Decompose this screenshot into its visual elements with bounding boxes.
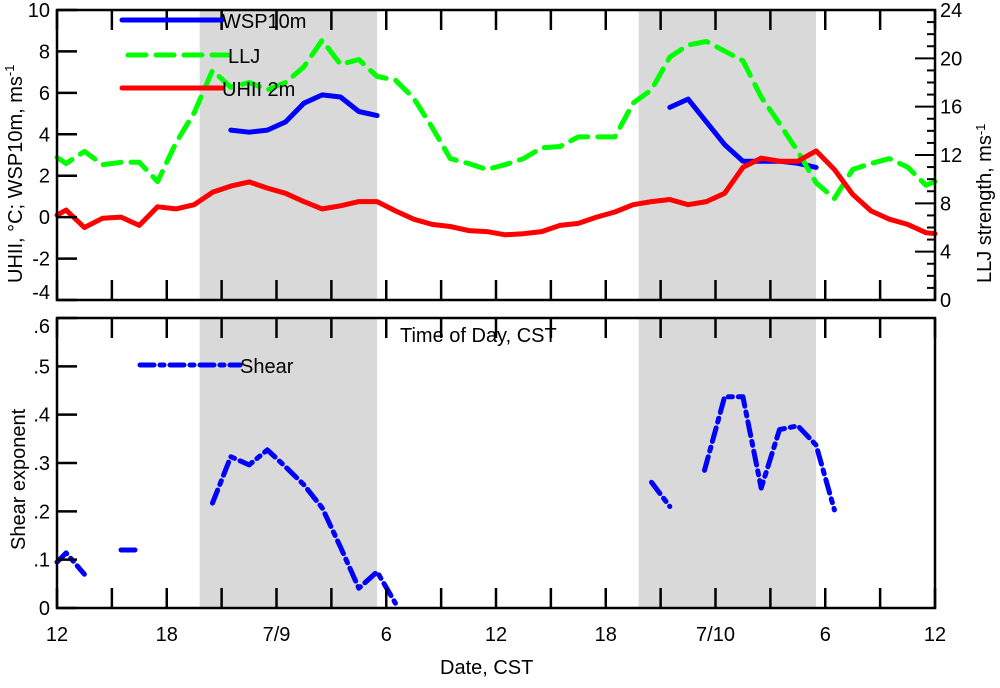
x-tick-label: 12 (485, 624, 507, 646)
x-tick-label: 7/9 (263, 624, 291, 646)
x-tick-label: 7/10 (696, 624, 735, 646)
y-tick-label: .4 (33, 405, 50, 427)
y-tick-label: .6 (33, 316, 50, 338)
x-tick-label: 18 (156, 624, 178, 646)
time-of-day-label: Time of Day, CST (400, 325, 557, 347)
bottom-y-axis-label: Shear exponent (8, 408, 30, 550)
y2-tick-label: 0 (940, 290, 951, 312)
legend-label-llj: LLJ (228, 46, 260, 68)
y-tick-label: .5 (33, 356, 50, 378)
y2-tick-label: 16 (940, 97, 962, 119)
y-tick-label: .1 (33, 550, 50, 572)
top-y2-axis-label: LLJ strength, ms-1 (973, 124, 996, 283)
x-tick-label: 18 (595, 624, 617, 646)
y-tick-label: 4 (39, 124, 50, 146)
series-line-shear (54, 550, 87, 577)
y-tick-label: 0 (39, 598, 50, 620)
y2-tick-label: 12 (940, 145, 962, 167)
y-tick-label: .2 (33, 501, 50, 523)
x-axis-label: Date, CST (440, 657, 533, 679)
y2-tick-label: 20 (940, 48, 962, 70)
y2-tick-label: 24 (940, 0, 962, 22)
series-line-shear (649, 479, 673, 509)
y-tick-label: 8 (39, 41, 50, 63)
top-y-axis-label: UHII, °C; WSP10m, ms-1 (2, 65, 27, 283)
y-tick-label: .3 (33, 453, 50, 475)
y-tick-label: 6 (39, 83, 50, 105)
legend-label-wsp10m: WSP10m (222, 11, 306, 33)
y-tick-label: -4 (32, 282, 50, 304)
x-tick-label: 6 (381, 624, 392, 646)
series-line-llj (54, 37, 938, 201)
y2-tick-label: 8 (940, 193, 951, 215)
y-tick-label: 10 (28, 0, 50, 22)
series-line-shear (702, 394, 837, 513)
y2-tick-label: 4 (940, 242, 951, 264)
y-tick-label: 2 (39, 166, 50, 188)
legend-label-shear: Shear (240, 356, 294, 378)
legend-label-uhii-2m: UHII 2m (222, 79, 295, 101)
x-tick-label: 12 (924, 624, 946, 646)
series-line-wsp10m (228, 92, 380, 135)
night-shading (638, 318, 817, 608)
x-tick-label: 12 (46, 624, 68, 646)
series-line-uhii-2m (54, 148, 938, 238)
y-tick-label: 0 (39, 207, 50, 229)
series-line-shear (210, 447, 398, 606)
night-shading (199, 10, 378, 300)
y-tick-label: -2 (32, 249, 50, 271)
x-tick-label: 6 (820, 624, 831, 646)
